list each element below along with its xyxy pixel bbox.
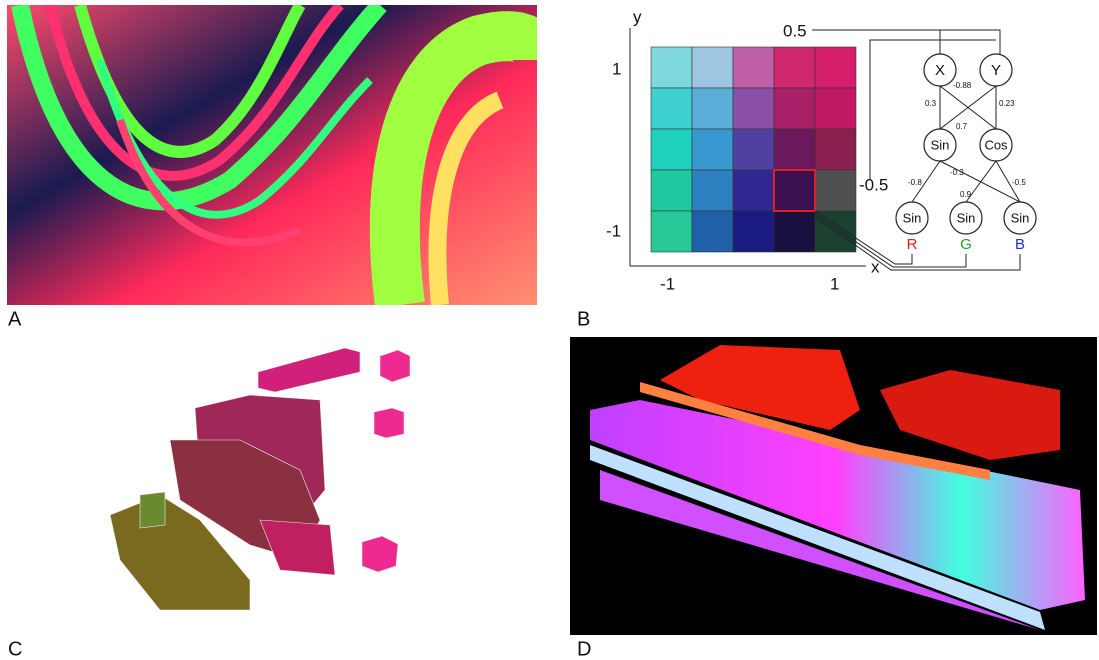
edge-weight: 0.3 <box>925 99 937 108</box>
output-label: R <box>907 236 918 253</box>
panel-label: C <box>8 638 22 660</box>
edge-weight: 0.7 <box>956 122 968 131</box>
node-label: Sin <box>1011 210 1030 225</box>
x-tick-label: 1 <box>830 274 839 293</box>
edge-weight: -0.8 <box>908 178 922 187</box>
input-value: 0.5 <box>783 21 807 40</box>
node-label: Y <box>991 62 1001 79</box>
panel-label: D <box>577 638 591 660</box>
panel-d-image <box>570 337 1097 635</box>
edge-weight: 0.23 <box>999 99 1015 108</box>
panel-a-image <box>7 5 537 305</box>
panel-c-voxels <box>110 348 410 610</box>
edge-weight: 0.9 <box>960 190 972 199</box>
panel-label: B <box>577 308 590 330</box>
node-label: Sin <box>903 210 922 225</box>
node-label: X <box>935 62 945 79</box>
y-tick-label: 1 <box>612 59 621 78</box>
output-label: G <box>960 236 972 253</box>
x-tick-label: -1 <box>660 274 675 293</box>
edge-weight: -0.5 <box>1012 178 1026 187</box>
output-label: B <box>1015 236 1025 253</box>
node-label: Sin <box>931 137 950 152</box>
figure: A y x 1 -1 -1 1 0.5 -0.5 X <box>0 0 1099 660</box>
node-label: Sin <box>957 210 976 225</box>
node-label: Cos <box>984 137 1008 152</box>
y-axis-label: y <box>633 7 642 26</box>
y-tick-label: -1 <box>606 221 621 240</box>
input-value: -0.5 <box>859 175 888 194</box>
x-axis-label: x <box>871 257 880 276</box>
edge-weight: -0.3 <box>950 168 964 177</box>
edge-weight: -0.88 <box>953 81 972 90</box>
panel-label: A <box>8 308 22 330</box>
